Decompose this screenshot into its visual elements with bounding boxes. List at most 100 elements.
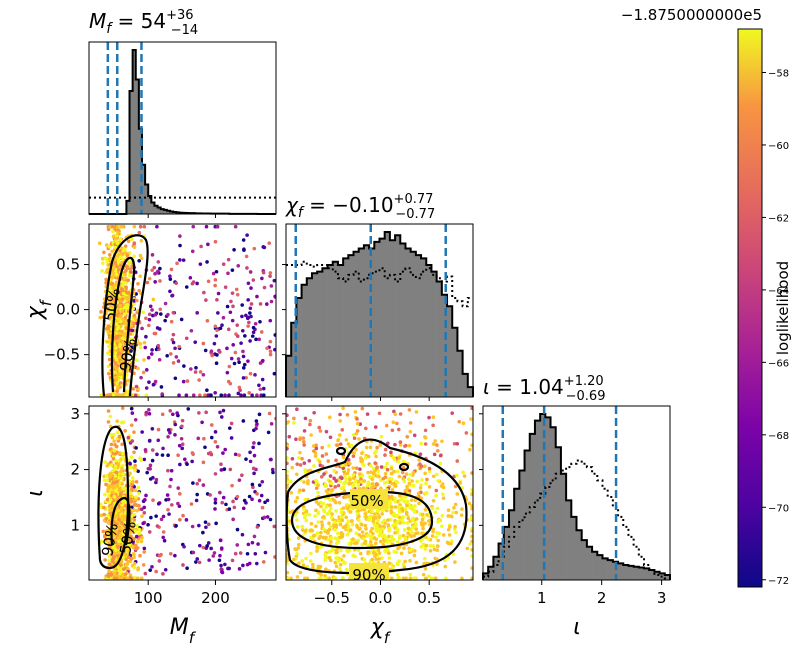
sample-point — [123, 429, 127, 433]
sample-point — [198, 478, 202, 482]
sample-point — [398, 510, 402, 514]
colorbar-tick-label: −58 — [768, 68, 789, 79]
sample-point — [255, 419, 259, 423]
sample-point — [436, 449, 440, 453]
sample-point — [351, 523, 355, 527]
sample-point — [410, 535, 414, 539]
sample-point — [131, 480, 135, 484]
sample-point — [390, 537, 394, 541]
sample-point — [131, 439, 135, 443]
sample-point — [269, 340, 273, 344]
sample-point — [140, 514, 144, 518]
sample-point — [335, 551, 339, 555]
sample-point — [249, 286, 253, 290]
sample-point — [151, 476, 155, 480]
sample-point — [261, 506, 265, 510]
sample-point — [432, 474, 436, 478]
sample-point — [185, 462, 189, 466]
sample-point — [407, 517, 411, 521]
sample-point — [446, 514, 450, 518]
sample-point — [182, 545, 186, 549]
sample-point — [109, 433, 113, 437]
sample-point — [158, 358, 162, 362]
sample-point — [134, 489, 138, 493]
sample-point — [455, 474, 459, 478]
sample-point — [251, 446, 255, 450]
sample-point — [202, 437, 206, 441]
sample-point — [417, 502, 421, 506]
sample-point — [271, 471, 275, 475]
sample-point — [354, 410, 358, 414]
sample-point — [239, 393, 243, 397]
sample-point — [434, 494, 438, 498]
sample-point — [413, 434, 417, 438]
sample-point — [236, 293, 240, 297]
sample-point — [169, 552, 173, 556]
sample-point — [423, 471, 427, 475]
sample-point — [455, 442, 459, 446]
sample-point — [180, 318, 184, 322]
sample-point — [228, 507, 232, 511]
sample-point — [334, 524, 338, 528]
hist-bar — [359, 249, 364, 398]
sample-point — [247, 543, 251, 547]
sample-point — [164, 302, 168, 306]
sample-point — [229, 310, 233, 314]
sample-point — [212, 272, 216, 276]
sample-point — [175, 411, 179, 415]
sample-point — [346, 413, 350, 417]
sample-point — [133, 562, 137, 566]
sample-point — [361, 407, 365, 411]
sample-point — [327, 521, 331, 525]
sample-point — [163, 319, 167, 323]
sample-point — [231, 319, 235, 323]
sample-point — [347, 468, 351, 472]
sample-point — [112, 495, 116, 499]
sample-point — [359, 552, 363, 556]
sample-point — [218, 350, 222, 354]
sample-point — [174, 281, 178, 285]
sample-point — [224, 503, 228, 507]
sample-point — [375, 465, 379, 469]
sample-point — [118, 393, 122, 397]
sample-point — [220, 323, 224, 327]
sample-point — [266, 499, 270, 503]
sample-point — [203, 445, 207, 449]
sample-point — [206, 319, 210, 323]
sample-point — [417, 492, 421, 496]
sample-point — [310, 522, 314, 526]
sample-point — [434, 510, 438, 514]
sample-point — [197, 524, 201, 528]
sample-point — [116, 462, 120, 466]
sample-point — [255, 393, 259, 397]
sample-point — [366, 471, 370, 475]
sample-point — [334, 509, 338, 513]
sample-point — [207, 523, 211, 527]
sample-point — [433, 557, 437, 561]
sample-point — [175, 355, 179, 359]
sample-point — [214, 522, 218, 526]
sample-point — [251, 483, 255, 487]
sample-point — [215, 361, 219, 365]
sample-point — [219, 564, 223, 568]
sample-point — [231, 518, 235, 522]
sample-point — [299, 463, 303, 467]
sample-point — [154, 380, 158, 384]
sample-point — [454, 531, 458, 535]
sample-point — [309, 559, 313, 563]
sample-point — [173, 554, 177, 558]
sample-point — [144, 393, 148, 397]
sample-point — [108, 509, 112, 513]
sample-point — [216, 311, 220, 315]
hist-bar — [307, 278, 312, 397]
sample-point — [379, 540, 383, 544]
sample-point — [407, 527, 411, 531]
sample-point — [292, 417, 296, 421]
sample-point — [116, 241, 120, 245]
sample-point — [362, 463, 366, 467]
sample-point — [436, 544, 440, 548]
hist-bar — [421, 258, 426, 397]
sample-point — [103, 493, 107, 497]
sample-point — [394, 412, 398, 416]
sample-point — [126, 279, 130, 283]
